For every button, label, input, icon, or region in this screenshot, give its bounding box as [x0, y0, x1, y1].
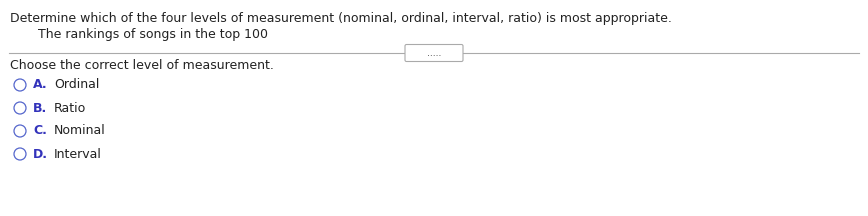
Text: Ratio: Ratio	[54, 102, 86, 114]
Circle shape	[14, 102, 26, 114]
Text: Ordinal: Ordinal	[54, 78, 99, 92]
Text: The rankings of songs in the top 100: The rankings of songs in the top 100	[38, 28, 268, 41]
Text: Determine which of the four levels of measurement (nominal, ordinal, interval, r: Determine which of the four levels of me…	[10, 12, 672, 25]
Circle shape	[14, 125, 26, 137]
Circle shape	[14, 148, 26, 160]
Text: D.: D.	[33, 148, 48, 160]
Text: A.: A.	[33, 78, 48, 92]
Text: Choose the correct level of measurement.: Choose the correct level of measurement.	[10, 59, 274, 72]
Text: .....: .....	[427, 49, 441, 57]
Text: Nominal: Nominal	[54, 124, 106, 138]
Circle shape	[14, 79, 26, 91]
Text: Interval: Interval	[54, 148, 102, 160]
FancyBboxPatch shape	[405, 44, 463, 62]
Text: C.: C.	[33, 124, 47, 138]
Text: B.: B.	[33, 102, 47, 114]
